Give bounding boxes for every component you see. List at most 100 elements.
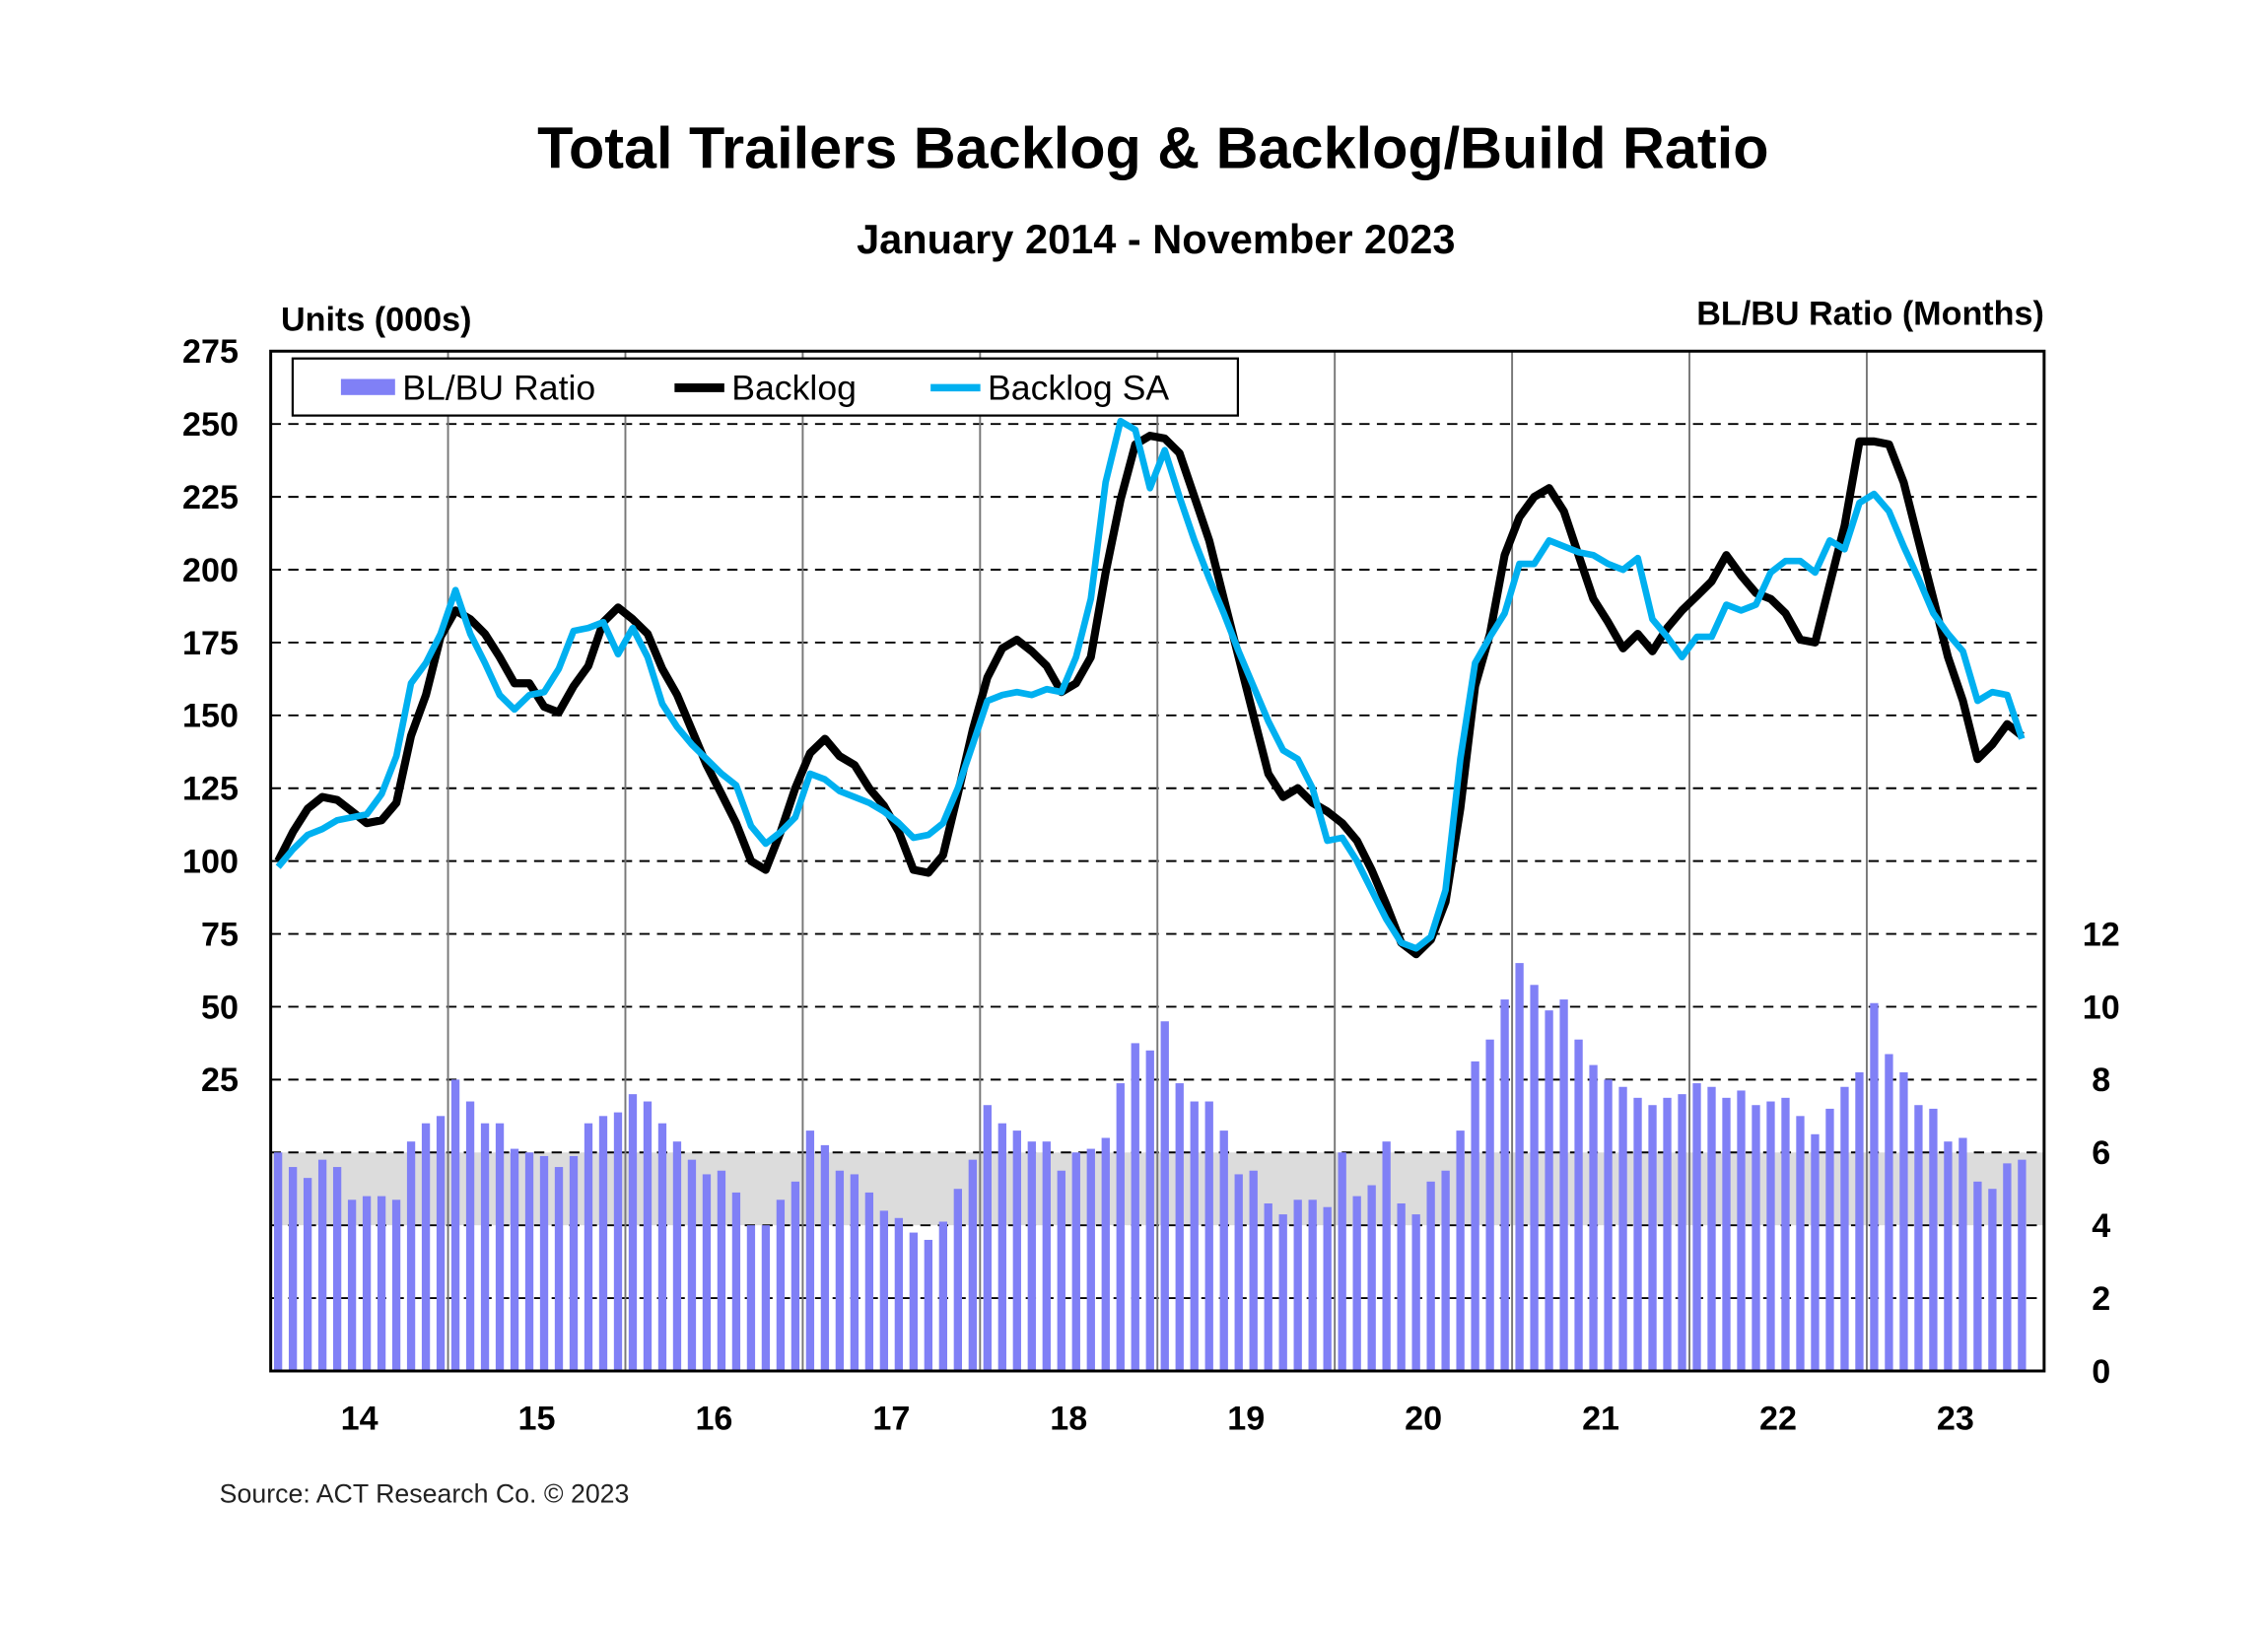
ratio-bar	[1441, 1170, 1450, 1371]
ratio-bar	[539, 1155, 549, 1371]
ratio-bar	[1426, 1181, 1435, 1371]
ratio-bar	[613, 1112, 623, 1371]
ratio-bar	[924, 1239, 933, 1371]
x-tick-label: 15	[518, 1400, 556, 1437]
legend-box	[291, 357, 1240, 417]
ratio-bar	[1308, 1199, 1317, 1371]
ratio-bar	[1825, 1108, 1834, 1371]
ratio-bar	[1249, 1170, 1258, 1371]
ratio-bar	[1338, 1152, 1346, 1371]
ratio-bar	[1264, 1203, 1272, 1371]
ratio-bar	[702, 1174, 712, 1371]
ratio-bar	[1663, 1097, 1672, 1371]
ratio-bar	[790, 1181, 800, 1371]
ratio-bar	[1219, 1130, 1228, 1371]
ratio-bar	[1515, 963, 1524, 1371]
legend-swatch-ratio	[340, 378, 395, 395]
ratio-bar	[1796, 1116, 1805, 1371]
ratio-bar	[1160, 1021, 1169, 1371]
ratio-bar	[1042, 1141, 1051, 1371]
ratio-bar	[569, 1155, 579, 1371]
ratio-bar	[938, 1221, 948, 1371]
ratio-bar	[1973, 1181, 1982, 1371]
left-tick-label: 275	[182, 333, 239, 371]
ratio-bar	[450, 1079, 460, 1371]
ratio-bar	[1737, 1090, 1746, 1371]
ratio-bar	[1707, 1086, 1716, 1371]
ratio-bar	[983, 1105, 992, 1371]
ratio-bar	[1293, 1199, 1302, 1371]
ratio-bar	[317, 1159, 327, 1371]
left-tick-label: 200	[182, 552, 239, 589]
ratio-bar	[1367, 1185, 1376, 1371]
right-tick-label: 0	[2092, 1353, 2110, 1391]
ratio-bar	[406, 1141, 416, 1371]
ratio-bar	[1471, 1061, 1479, 1371]
ratio-bar	[1204, 1101, 1213, 1371]
ratio-bar	[1722, 1097, 1731, 1371]
ratio-bar	[1131, 1043, 1139, 1371]
left-tick-label: 75	[201, 916, 239, 953]
ratio-bar	[820, 1144, 830, 1371]
x-tick-label: 17	[872, 1400, 910, 1437]
legend-label-backlog-sa: Backlog SA	[988, 368, 1169, 407]
right-axis-label: BL/BU Ratio (Months)	[1696, 296, 2044, 333]
ratio-bar	[1811, 1133, 1820, 1371]
ratio-bar	[1692, 1083, 1701, 1371]
ratio-bar	[510, 1148, 519, 1371]
ratio-bar	[1885, 1054, 1893, 1371]
ratio-bar	[1988, 1189, 1997, 1371]
ratio-bar	[480, 1123, 490, 1371]
right-tick-label: 4	[2092, 1207, 2110, 1245]
ratio-bar	[1323, 1206, 1332, 1371]
x-tick-label: 16	[695, 1400, 732, 1437]
chart-subtitle: January 2014 - November 2023	[857, 216, 1455, 262]
ratio-bar	[332, 1167, 342, 1371]
ratio-bar	[1175, 1083, 1184, 1371]
ratio-bar	[1929, 1108, 1938, 1371]
ratio-bar	[1914, 1105, 1923, 1371]
ratio-bar	[672, 1141, 682, 1371]
ratio-bar	[1559, 999, 1568, 1371]
ratio-bar	[524, 1152, 534, 1371]
ratio-bar	[1500, 999, 1509, 1371]
left-tick-label: 125	[182, 771, 239, 808]
ratio-bar	[1618, 1086, 1627, 1371]
ratio-bar	[1071, 1152, 1080, 1371]
ratio-bar	[436, 1116, 446, 1371]
ratio-bar	[1530, 985, 1539, 1371]
ratio-bar	[1397, 1203, 1406, 1371]
ratio-bar	[894, 1217, 904, 1371]
ratio-bar	[1234, 1174, 1243, 1371]
right-tick-label: 2	[2092, 1280, 2110, 1318]
x-tick-label: 22	[1759, 1400, 1797, 1437]
x-tick-label: 20	[1405, 1400, 1442, 1437]
ratio-bar	[391, 1199, 401, 1371]
ratio-bar	[2018, 1159, 2027, 1371]
ratio-bar	[953, 1189, 962, 1371]
ratio-bar	[879, 1210, 889, 1371]
ratio-bar	[731, 1192, 741, 1371]
ratio-bar	[835, 1170, 845, 1371]
ratio-bar	[643, 1101, 653, 1371]
ratio-bar	[1589, 1064, 1598, 1371]
x-tick-label: 19	[1227, 1400, 1265, 1437]
ratio-bar	[554, 1167, 564, 1371]
ratio-bar	[761, 1225, 771, 1371]
ratio-bar	[1766, 1101, 1775, 1371]
ratio-bar	[776, 1199, 786, 1371]
ratio-bar	[1574, 1039, 1583, 1371]
ratio-bar	[1485, 1039, 1494, 1371]
right-tick-label: 8	[2092, 1062, 2110, 1099]
backlog-lines	[274, 417, 2026, 959]
ratio-bar	[495, 1123, 505, 1371]
right-tick-label: 10	[2083, 989, 2120, 1026]
ratio-bar	[1870, 1002, 1879, 1371]
ratio-bar	[465, 1101, 475, 1371]
ratio-bar	[1959, 1137, 1967, 1371]
ratio-bar	[598, 1116, 608, 1371]
x-tick-label: 18	[1050, 1400, 1087, 1437]
gridlines	[270, 351, 2044, 1371]
ratio-bar	[805, 1130, 815, 1371]
ratio-bar	[377, 1196, 386, 1371]
